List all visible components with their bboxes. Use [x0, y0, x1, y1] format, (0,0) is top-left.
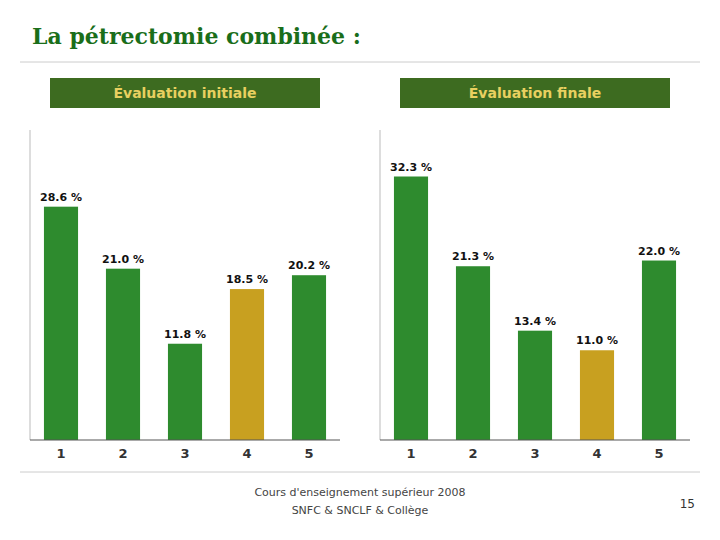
data-label: 22.0 %: [638, 245, 680, 258]
bar: [518, 331, 552, 440]
panel: Évaluation finale 32.3 % 21.3 % 13.4 % 11.0 …: [380, 78, 690, 461]
x-tick-label: 1: [56, 446, 65, 461]
x-tick-label: 5: [304, 446, 313, 461]
x-axis-line: [380, 440, 690, 441]
data-label: 21.0 %: [102, 253, 144, 266]
bar: [44, 207, 78, 440]
x-tick-label: 1: [406, 446, 415, 461]
x-tick-label: 2: [468, 446, 477, 461]
bar: [642, 261, 676, 440]
x-tick-label: 4: [242, 446, 251, 461]
footer-line: Cours d'enseignement supérieur 2008: [254, 486, 465, 499]
panel-title: Évaluation initiale: [113, 85, 256, 101]
panel: Évaluation initiale 28.6 % 21.0 % 11.8 % 18.…: [30, 78, 340, 461]
data-label: 28.6 %: [40, 191, 82, 204]
x-tick-label: 3: [530, 446, 539, 461]
data-label: 21.3 %: [452, 250, 494, 263]
footer-line: SNFC & SNCLF & Collège: [292, 504, 429, 517]
panel-title: Évaluation finale: [469, 85, 601, 101]
x-tick-label: 2: [118, 446, 127, 461]
chart-root: La pétrectomie combinée : Évaluation init…: [0, 0, 720, 540]
bars: [394, 177, 676, 441]
bar: [168, 344, 202, 440]
title-rule: [20, 62, 700, 63]
panel-title-box: [50, 78, 320, 108]
x-axis-line: [30, 440, 340, 441]
data-label: 32.3 %: [390, 161, 432, 174]
bar: [394, 177, 428, 441]
footer-rule: [20, 472, 700, 473]
bar: [456, 266, 490, 440]
data-label: 18.5 %: [226, 273, 268, 286]
bar: [292, 275, 326, 440]
bar: [580, 350, 614, 440]
panel-title-box: [400, 78, 670, 108]
y-axis-line: [30, 130, 31, 440]
data-label: 11.0 %: [576, 334, 618, 347]
bar: [230, 289, 264, 440]
x-tick-label: 3: [180, 446, 189, 461]
data-label: 20.2 %: [288, 259, 330, 272]
bars: [44, 207, 326, 440]
data-label: 13.4 %: [514, 315, 556, 328]
x-tick-label: 4: [592, 446, 601, 461]
bar: [106, 269, 140, 440]
page-title: La pétrectomie combinée :: [32, 23, 361, 49]
y-axis-line: [380, 130, 381, 440]
x-tick-label: 5: [654, 446, 663, 461]
page-number: 15: [680, 497, 695, 511]
data-label: 11.8 %: [164, 328, 206, 341]
